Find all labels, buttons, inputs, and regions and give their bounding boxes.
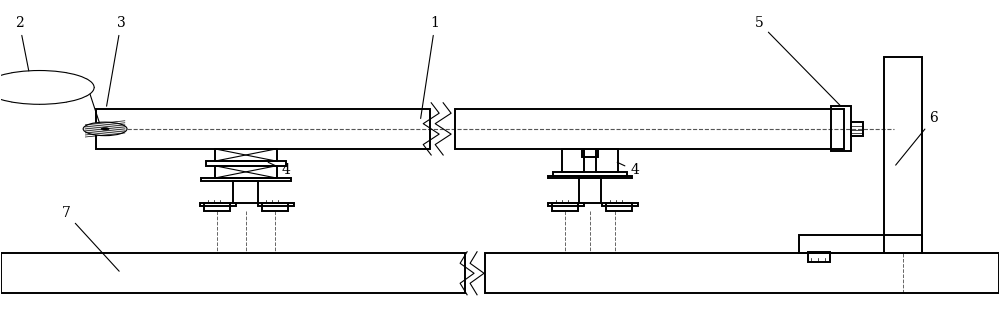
Bar (455, 109, 844, 149)
Text: 3: 3 (107, 16, 125, 106)
Bar (884, 57, 922, 253)
Bar (96, 109, 430, 149)
Bar (215, 149, 277, 161)
Bar (831, 106, 851, 151)
Bar (553, 172, 627, 175)
Bar (602, 203, 638, 206)
Bar (596, 149, 618, 172)
Bar (201, 178, 291, 181)
Bar (606, 203, 632, 211)
Text: 7: 7 (62, 206, 119, 271)
Bar (552, 203, 578, 211)
Text: 5: 5 (755, 16, 840, 105)
Circle shape (83, 122, 127, 136)
Text: 2: 2 (15, 16, 29, 71)
Bar (548, 175, 632, 178)
Bar (582, 149, 598, 157)
Bar (258, 203, 294, 206)
Circle shape (0, 70, 94, 104)
Bar (548, 203, 584, 206)
Bar (808, 252, 830, 262)
Bar (562, 149, 584, 172)
Bar (262, 203, 288, 211)
Bar (233, 181, 258, 203)
Bar (799, 235, 922, 253)
Text: 6: 6 (896, 111, 938, 165)
Bar (206, 161, 286, 166)
Bar (215, 166, 277, 178)
Bar (485, 253, 999, 293)
Bar (200, 203, 236, 206)
Text: 4: 4 (617, 162, 639, 177)
Bar (1, 253, 465, 293)
Bar (579, 178, 601, 203)
Bar (851, 122, 863, 136)
Text: 4: 4 (268, 162, 290, 177)
Text: 1: 1 (421, 16, 440, 118)
Bar (204, 203, 230, 211)
Circle shape (101, 128, 109, 130)
